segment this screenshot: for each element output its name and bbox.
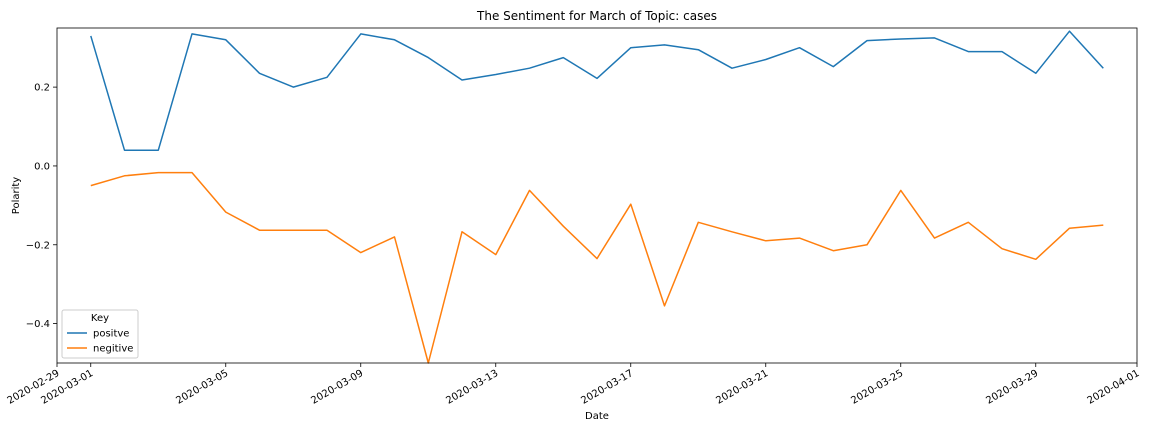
y-tick-label: −0.2	[26, 240, 50, 251]
y-tick-label: 0.0	[34, 161, 50, 172]
x-tick-label: 2020-03-09	[309, 368, 365, 407]
y-tick-label: −0.4	[26, 319, 50, 330]
series-line-positve	[90, 30, 1104, 151]
y-tick-label: 0.2	[34, 83, 50, 94]
series-lines	[90, 30, 1104, 364]
x-tick-label: 2020-03-25	[849, 368, 905, 407]
legend-label-negitive: negitive	[93, 344, 133, 355]
chart-title: The Sentiment for March of Topic: cases	[476, 9, 717, 23]
y-axis-label: Polarity	[11, 177, 22, 215]
plot-frame	[56, 27, 1138, 364]
x-tick-label: 2020-03-05	[174, 368, 230, 407]
series-line-negitive	[90, 171, 1104, 364]
x-tick-label: 2020-04-01	[1086, 368, 1142, 407]
legend: Key positve negitive	[61, 309, 139, 359]
x-tick-label: 2020-03-21	[714, 368, 770, 407]
x-tick-label: 2020-03-17	[579, 368, 635, 407]
legend-box	[61, 309, 139, 359]
x-tick-label: 2020-03-13	[444, 368, 500, 407]
x-axis-label: Date	[585, 411, 609, 422]
legend-title: Key	[91, 313, 109, 324]
x-tick-label: 2020-03-29	[984, 368, 1040, 407]
legend-label-positve: positve	[93, 329, 129, 340]
